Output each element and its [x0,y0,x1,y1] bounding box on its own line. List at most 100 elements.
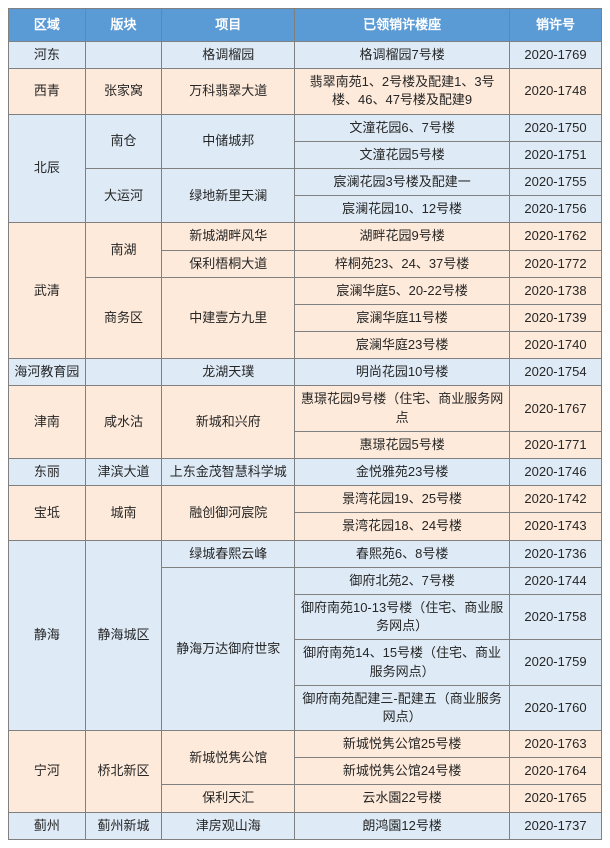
permit-cell: 2020-1769 [509,42,601,69]
building-cell: 宸澜花园10、12号楼 [295,196,510,223]
section-cell: 商务区 [85,277,162,359]
table-body: 河东 格调榴园格调榴园7号楼2020-1769西青张家窝万科翡翠大道翡翠南苑1、2… [9,42,602,840]
permit-cell: 2020-1765 [509,785,601,812]
permit-cell: 2020-1754 [509,359,601,386]
permit-cell: 2020-1739 [509,304,601,331]
table-row: 河东 格调榴园格调榴园7号楼2020-1769 [9,42,602,69]
permit-cell: 2020-1759 [509,640,601,685]
project-cell: 格调榴园 [162,42,295,69]
section-cell: 南湖 [85,223,162,277]
region-cell: 海河教育园 [9,359,86,386]
permit-cell: 2020-1755 [509,168,601,195]
building-cell: 惠璟花园9号楼（住宅、商业服务网点 [295,386,510,431]
building-cell: 翡翠南苑1、2号楼及配建1、3号楼、46、47号楼及配建9 [295,69,510,114]
table-row: 蓟州蓟州新城津房观山海朗鸿園12号楼2020-1737 [9,812,602,839]
permit-cell: 2020-1742 [509,486,601,513]
building-cell: 宸澜华庭5、20-22号楼 [295,277,510,304]
table-row: 武清南湖新城湖畔风华湖畔花园9号楼2020-1762 [9,223,602,250]
region-cell: 武清 [9,223,86,359]
permit-cell: 2020-1738 [509,277,601,304]
permit-cell: 2020-1763 [509,731,601,758]
section-cell: 张家窝 [85,69,162,114]
building-cell: 朗鸿園12号楼 [295,812,510,839]
permit-table: 区域版块项目已领销许楼座销许号 河东格调榴园格调榴园7号楼2020-1769西青… [8,8,602,840]
permit-cell: 2020-1748 [509,69,601,114]
table-row: 大运河绿地新里天澜宸澜花园3号楼及配建一2020-1755 [9,168,602,195]
section-cell: 咸水沽 [85,386,162,459]
building-cell: 明尚花园10号楼 [295,359,510,386]
section-cell: 静海城区 [85,540,162,731]
project-cell: 静海万达御府世家 [162,567,295,730]
building-cell: 惠璟花园5号楼 [295,431,510,458]
project-cell: 新城湖畔风华 [162,223,295,250]
table-row: 北辰南仓中储城邦文潼花园6、7号楼2020-1750 [9,114,602,141]
region-cell: 津南 [9,386,86,459]
building-cell: 御府南苑配建三-配建五（商业服务网点） [295,685,510,730]
building-cell: 春熙苑6、8号楼 [295,540,510,567]
section-cell: 城南 [85,486,162,540]
building-cell: 云水園22号楼 [295,785,510,812]
project-cell: 融创御河宸院 [162,486,295,540]
building-cell: 景湾花园18、24号楼 [295,513,510,540]
section-cell: 大运河 [85,168,162,222]
permit-cell: 2020-1746 [509,459,601,486]
project-cell: 中储城邦 [162,114,295,168]
permit-cell: 2020-1764 [509,758,601,785]
project-cell: 新城悦隽公馆 [162,731,295,785]
permit-cell: 2020-1751 [509,141,601,168]
building-cell: 金悦雅苑23号楼 [295,459,510,486]
permit-cell: 2020-1743 [509,513,601,540]
permit-cell: 2020-1771 [509,431,601,458]
table-row: 宝坻城南融创御河宸院景湾花园19、25号楼2020-1742 [9,486,602,513]
column-header: 项目 [162,9,295,42]
region-cell: 宁河 [9,731,86,813]
region-cell: 河东 [9,42,86,69]
building-cell: 景湾花园19、25号楼 [295,486,510,513]
building-cell: 御府北苑2、7号楼 [295,567,510,594]
permit-cell: 2020-1760 [509,685,601,730]
table-row: 静海静海城区绿城春熙云峰春熙苑6、8号楼2020-1736 [9,540,602,567]
project-cell: 保利梧桐大道 [162,250,295,277]
building-cell: 梓桐苑23、24、37号楼 [295,250,510,277]
project-cell: 保利天汇 [162,785,295,812]
permit-cell: 2020-1762 [509,223,601,250]
section-cell: 蓟州新城 [85,812,162,839]
table-row: 海河教育园龙湖天璞明尚花园10号楼2020-1754 [9,359,602,386]
project-cell: 中建壹方九里 [162,277,295,359]
permit-cell: 2020-1758 [509,594,601,639]
building-cell: 格调榴园7号楼 [295,42,510,69]
region-cell: 宝坻 [9,486,86,540]
section-cell [85,42,162,69]
building-cell: 新城悦隽公馆25号楼 [295,731,510,758]
permit-cell: 2020-1750 [509,114,601,141]
building-cell: 文潼花园5号楼 [295,141,510,168]
table-row: 东丽津滨大道上东金茂智慧科学城金悦雅苑23号楼2020-1746 [9,459,602,486]
building-cell: 宸澜华庭23号楼 [295,332,510,359]
permit-cell: 2020-1737 [509,812,601,839]
project-cell: 绿地新里天澜 [162,168,295,222]
column-header: 销许号 [509,9,601,42]
project-cell: 新城和兴府 [162,386,295,459]
building-cell: 湖畔花园9号楼 [295,223,510,250]
building-cell: 宸澜花园3号楼及配建一 [295,168,510,195]
permit-cell: 2020-1744 [509,567,601,594]
section-cell: 桥北新区 [85,731,162,813]
building-cell: 御府南苑10-13号楼（住宅、商业服务网点） [295,594,510,639]
section-cell: 南仓 [85,114,162,168]
section-cell: 津滨大道 [85,459,162,486]
project-cell: 万科翡翠大道 [162,69,295,114]
building-cell: 御府南苑14、15号楼（住宅、商业服务网点） [295,640,510,685]
table-row: 西青张家窝万科翡翠大道翡翠南苑1、2号楼及配建1、3号楼、46、47号楼及配建9… [9,69,602,114]
project-cell: 绿城春熙云峰 [162,540,295,567]
permit-cell: 2020-1736 [509,540,601,567]
building-cell: 文潼花园6、7号楼 [295,114,510,141]
project-cell: 上东金茂智慧科学城 [162,459,295,486]
region-cell: 东丽 [9,459,86,486]
table-row: 商务区中建壹方九里宸澜华庭5、20-22号楼2020-1738 [9,277,602,304]
table-row: 宁河桥北新区新城悦隽公馆新城悦隽公馆25号楼2020-1763 [9,731,602,758]
table-row: 津南咸水沽新城和兴府惠璟花园9号楼（住宅、商业服务网点2020-1767 [9,386,602,431]
project-cell: 津房观山海 [162,812,295,839]
column-header: 版块 [85,9,162,42]
building-cell: 新城悦隽公馆24号楼 [295,758,510,785]
building-cell: 宸澜华庭11号楼 [295,304,510,331]
